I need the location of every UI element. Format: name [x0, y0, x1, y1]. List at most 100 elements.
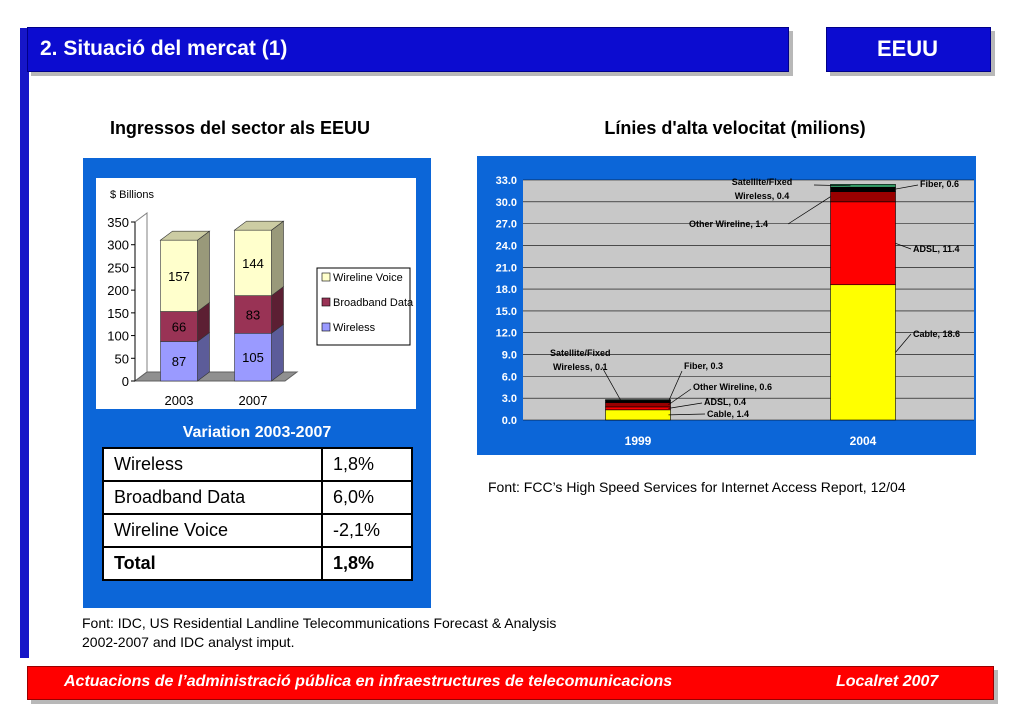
leader-line: [893, 184, 919, 190]
bar-value-label: 157: [168, 269, 190, 284]
left-accent-bar: [20, 28, 29, 658]
bar-value-label: 144: [242, 256, 264, 271]
y-tick-label: 300: [107, 238, 129, 253]
bar-segment: [830, 284, 896, 421]
legend-label: Wireline Voice: [333, 272, 403, 284]
broadband-chart: 0.0 3.0 6.0 9.0 12.0 15.0 18.0 21.0 24.0 27.0 30.0…: [496, 175, 974, 448]
footer-title: Actuacions de l’administració pública en…: [64, 673, 673, 690]
y-tick-label: 0.0: [502, 415, 517, 427]
y-tick-label: 3.0: [502, 393, 517, 405]
bar-segment: [830, 186, 896, 192]
row-value: 1,8%: [321, 447, 413, 482]
bar-top: [233, 220, 285, 231]
right-section-title: Línies d'alta velocitat (milions): [604, 118, 866, 138]
leader-line: [668, 388, 692, 406]
x-tick-label: 1999: [625, 434, 652, 448]
bar-segment: [605, 400, 671, 403]
bar-segment: [605, 406, 671, 411]
legend-label: Broadband Data: [333, 297, 414, 309]
bar-top: [159, 230, 211, 241]
row-value: 6,0%: [321, 480, 413, 515]
data-label: Fiber, 0.6: [920, 179, 959, 189]
plot-area: [523, 180, 974, 420]
bar-side: [271, 323, 284, 382]
y-tick-label: 6.0: [502, 371, 517, 383]
left-source-line1: Font: IDC, US Residential Landline Telec…: [82, 615, 557, 631]
bar-value-label: 87: [172, 354, 186, 369]
data-label: Other Wireline, 0.6: [693, 382, 772, 392]
row-value: -2,1%: [321, 513, 413, 548]
chart-wall: [134, 212, 148, 382]
bar-segment: [605, 399, 671, 401]
revenue-chart: $ Billions 0 50 100 150 200 250 300 350 87 66 157 20…: [107, 189, 414, 408]
x-tick-label: 2007: [239, 393, 268, 408]
leader-line: [601, 366, 621, 401]
bar-segment: [830, 191, 896, 203]
bar-segment: [605, 409, 671, 421]
bar-value-label: 83: [246, 307, 260, 322]
y-tick-label: 24.0: [496, 240, 517, 252]
x-tick-label: 2003: [165, 393, 194, 408]
y-tick-label: 30.0: [496, 197, 517, 209]
legend-swatch: [321, 297, 331, 307]
bar-segment: [160, 341, 198, 382]
bar-segment: [234, 295, 272, 334]
title-bar: [27, 27, 789, 72]
leader-line: [813, 184, 851, 187]
data-label: Satellite/Fixed: [732, 177, 793, 187]
bar-segment: [234, 333, 272, 382]
bar-value-label: 105: [242, 350, 264, 365]
left-source-line2: 2002-2007 and IDC analyst imput.: [82, 634, 295, 650]
legend-box: [316, 267, 411, 346]
data-label: Wireless, 0.4: [735, 191, 789, 201]
left-section-title: Ingressos del sector als EEUU: [109, 118, 371, 138]
bar-segment: [160, 311, 198, 342]
data-label: ADSL, 0.4: [704, 397, 746, 407]
leader-line: [668, 413, 706, 416]
footer-bar: [27, 666, 994, 700]
table-row: Wireless 1,8%: [102, 447, 413, 482]
data-label: Cable, 1.4: [707, 409, 749, 419]
variation-table: Wireless 1,8% Broadband Data 6,0% Wireline…: [102, 447, 413, 581]
table-row: Broadband Data 6,0%: [102, 480, 413, 515]
y-tick-label: 200: [107, 283, 129, 298]
bar-segment: [234, 229, 272, 296]
bar-segment: [830, 184, 896, 188]
bar-side: [271, 220, 284, 297]
y-tick-label: 27.0: [496, 219, 517, 231]
slide-title: 2. Situació del mercat (1): [40, 37, 288, 60]
country-label: EEUU: [876, 36, 939, 61]
country-box: [826, 27, 991, 72]
table-row: Wireline Voice -2,1%: [102, 513, 413, 548]
unit-label: $ Billions: [110, 189, 155, 201]
x-tick-label: 2004: [850, 434, 877, 448]
y-tick-label: 100: [107, 329, 129, 344]
data-label: Satellite/Fixed: [550, 348, 611, 358]
legend-label: Wireless: [333, 322, 376, 334]
row-label: Broadband Data: [102, 480, 323, 515]
y-tick-label: 18.0: [496, 284, 517, 296]
row-label: Wireline Voice: [102, 513, 323, 548]
y-tick-label: 33.0: [496, 175, 517, 187]
footer-credit: Localret 2007: [836, 673, 939, 690]
y-tick-label: 0: [122, 374, 129, 389]
row-label: Wireless: [102, 447, 323, 482]
data-label: Fiber, 0.3: [684, 361, 723, 371]
y-tick-label: 15.0: [496, 306, 517, 318]
broadband-chart-panel: 0.0 3.0 6.0 9.0 12.0 15.0 18.0 21.0 24.0 27.0 30.0…: [477, 156, 976, 455]
y-tick-label: 9.0: [502, 350, 517, 362]
bar-side: [197, 230, 210, 313]
right-source: Font: FCC’s High Speed Services for Inte…: [488, 479, 906, 495]
y-tick-label: 150: [107, 306, 129, 321]
row-value: 1,8%: [321, 546, 413, 581]
bar-value-label: 66: [172, 319, 186, 334]
leader-line: [668, 370, 683, 402]
y-tick-label: 50: [115, 351, 129, 366]
row-label: Total: [102, 546, 323, 581]
y-tick-label: 21.0: [496, 262, 517, 274]
leader-line: [668, 402, 703, 409]
data-label: ADSL, 11.4: [913, 244, 960, 254]
bar-segment: [605, 402, 671, 408]
y-tick-label: 12.0: [496, 328, 517, 340]
legend-swatch: [321, 322, 331, 332]
